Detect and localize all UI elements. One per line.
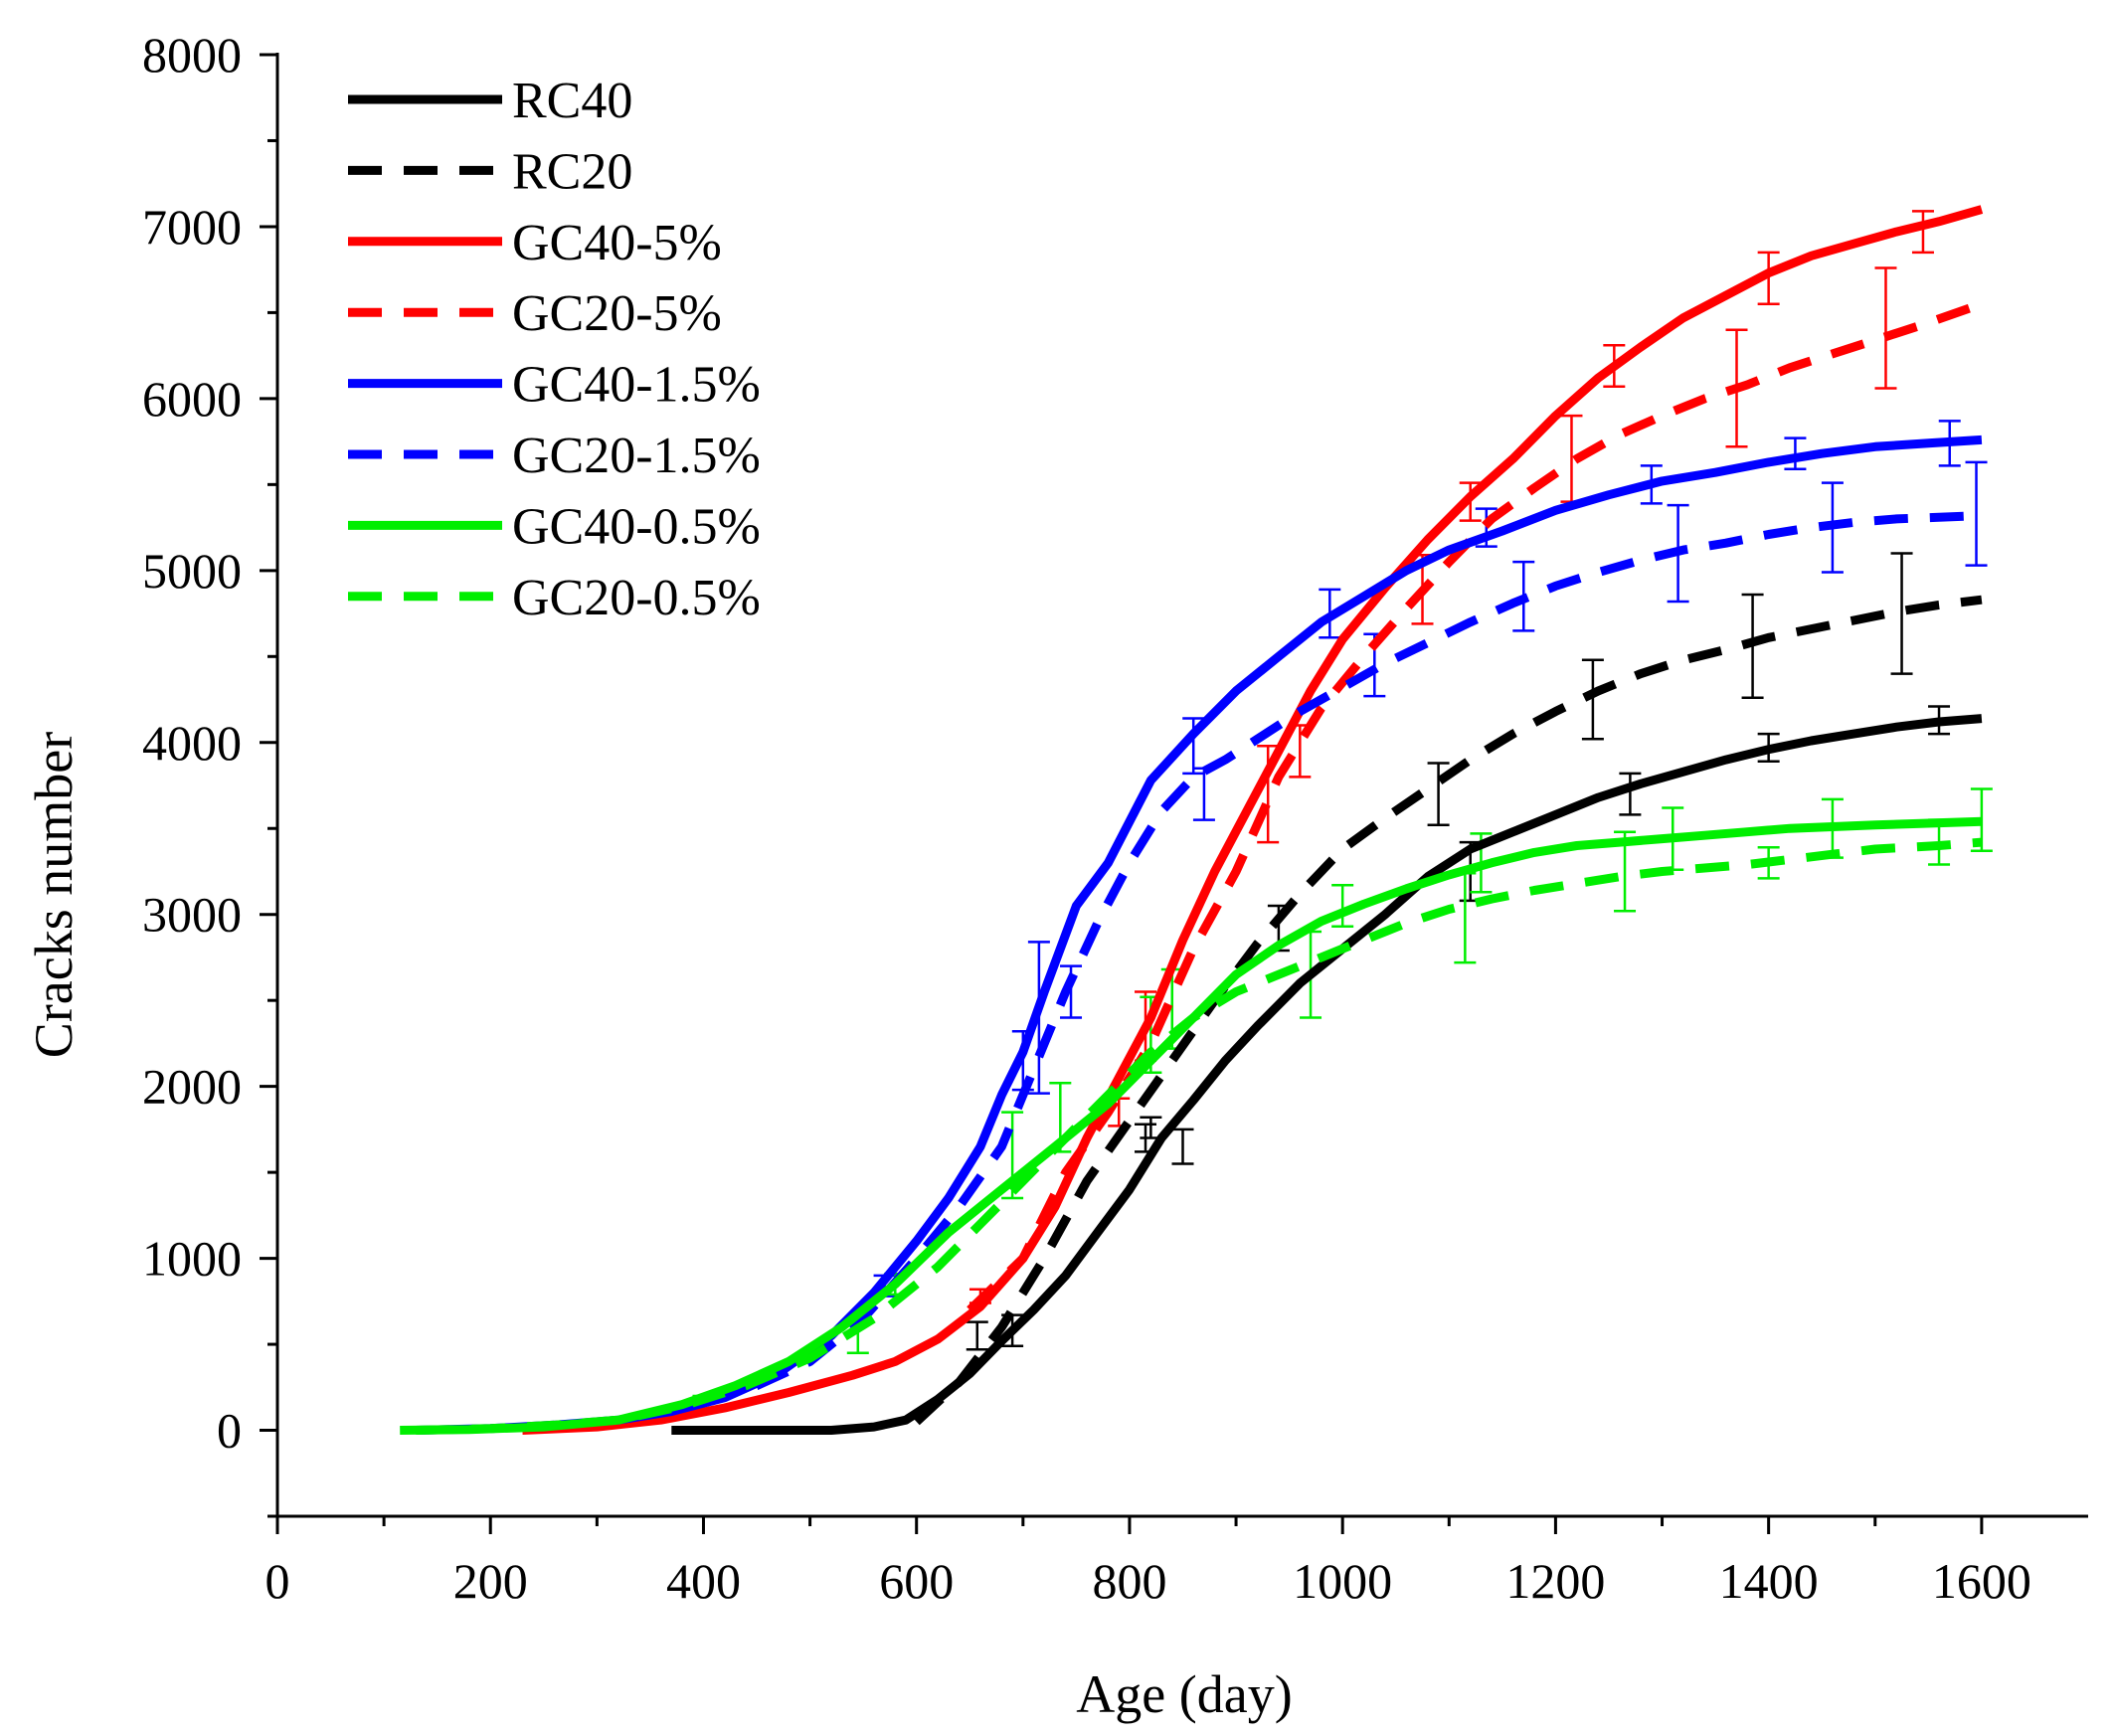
legend-item: RC40 (348, 73, 632, 129)
x-tick-label: 1200 (1505, 1553, 1605, 1609)
error-bar (1427, 762, 1450, 827)
series-lines (400, 205, 1984, 1435)
legend-item: GC40-5% (348, 215, 722, 271)
error-bar (1171, 1128, 1194, 1165)
series-line-gc40-5- (522, 205, 1984, 1435)
x-tick-label: 1000 (1293, 1553, 1392, 1609)
legend-label: GC40-1.5% (512, 357, 761, 414)
legend-item: GC20-1.5% (348, 428, 761, 484)
error-bar (1970, 787, 1993, 852)
x-tick-label: 0 (265, 1553, 290, 1609)
legend-item: GC40-1.5% (348, 357, 761, 414)
legend-label: GC20-0.5% (512, 570, 761, 626)
y-tick-label: 7000 (142, 199, 242, 255)
legend-label: RC20 (512, 143, 632, 200)
series-line-gc20-0-5- (416, 837, 1983, 1435)
axes: 0 200 400 600 800 1000 1200 1400 1600 0 1000 2000 30… (142, 27, 2088, 1609)
legend: RC40 RC20 GC40-5% GC20-5% GC40-1.5% GC20-1.5%… (348, 73, 761, 626)
series-line-rc40 (671, 714, 1983, 1435)
x-tick-label: 1600 (1932, 1553, 2031, 1609)
y-tick-label: 2000 (142, 1059, 242, 1115)
y-axis-title: Cracks number (24, 732, 84, 1058)
y-tick-label: 6000 (142, 371, 242, 427)
legend-item: GC40-0.5% (348, 498, 761, 555)
y-tick-label: 4000 (142, 715, 242, 771)
y-tick-label: 1000 (142, 1231, 242, 1287)
error-bar (1890, 552, 1913, 675)
legend-label: GC40-0.5% (512, 498, 761, 555)
series-line-gc20-1-5- (702, 511, 1983, 1408)
legend-item: RC20 (348, 143, 632, 200)
legend-label: GC20-1.5% (512, 428, 761, 484)
x-tick-label: 600 (879, 1553, 954, 1609)
error-bar (966, 1320, 988, 1351)
legend-label: GC40-5% (512, 215, 722, 271)
y-tick-label: 3000 (142, 887, 242, 943)
x-tick-label: 400 (666, 1553, 741, 1609)
x-tick-label: 800 (1092, 1553, 1166, 1609)
error-bar (1965, 460, 1988, 567)
error-bar (1911, 210, 1934, 255)
error-bar (1619, 772, 1642, 816)
legend-label: GC20-5% (512, 285, 722, 342)
error-bar (1874, 266, 1897, 390)
y-tick-label: 8000 (142, 27, 242, 83)
legend-item: GC20-0.5% (348, 570, 761, 626)
x-tick-label: 200 (453, 1553, 528, 1609)
series-line-rc20 (913, 595, 1983, 1426)
legend-label: RC40 (512, 73, 632, 129)
error-bar (1331, 884, 1354, 929)
y-tick-label: 0 (217, 1403, 242, 1459)
error-bar (1757, 251, 1780, 306)
x-tick-label: 1400 (1719, 1553, 1819, 1609)
x-axis-title: Age (day) (1076, 1664, 1292, 1724)
series-line-gc40-0-5- (400, 816, 1983, 1435)
error-bars (692, 210, 1993, 1412)
legend-item: GC20-5% (348, 285, 722, 342)
error-bar (1581, 658, 1604, 741)
y-tick-label: 5000 (142, 543, 242, 599)
